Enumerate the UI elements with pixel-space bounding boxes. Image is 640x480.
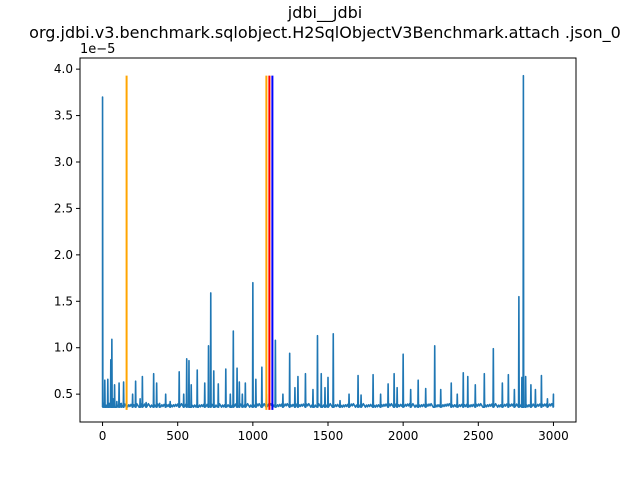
y-axis: 0.5 1.0 1.5 2.0 2.5 3.0 3.5 4.0 bbox=[54, 62, 80, 401]
y-tick-label: 1.0 bbox=[54, 341, 73, 355]
y-tick-label: 3.5 bbox=[54, 109, 73, 123]
chart-title: jdbi__jdbi bbox=[287, 3, 362, 23]
x-tick-label: 1500 bbox=[313, 429, 344, 443]
marker-layer bbox=[125, 75, 274, 410]
y-scale-label: 1e−5 bbox=[80, 42, 115, 57]
x-tick-label: 2500 bbox=[463, 429, 494, 443]
y-tick-label: 1.5 bbox=[54, 294, 73, 308]
y-tick-label: 0.5 bbox=[54, 387, 73, 401]
plot-area-frame bbox=[79, 57, 577, 423]
series-line-0 bbox=[101, 74, 555, 408]
y-tick-label: 2.5 bbox=[54, 201, 73, 215]
chart-subtitle: org.jdbi.v3.benchmark.sqlobject.H2SqlObj… bbox=[29, 23, 621, 43]
x-tick-label: 1000 bbox=[238, 429, 269, 443]
x-tick-label: 2000 bbox=[388, 429, 419, 443]
y-tick-label: 2.0 bbox=[54, 248, 73, 262]
y-tick-label: 3.0 bbox=[54, 155, 73, 169]
x-axis: 0 500 1000 1500 2000 2500 3000 bbox=[99, 422, 569, 443]
x-tick-label: 3000 bbox=[538, 429, 569, 443]
x-tick-label: 500 bbox=[166, 429, 189, 443]
x-tick-label: 0 bbox=[99, 429, 107, 443]
series-layer bbox=[101, 74, 555, 408]
y-tick-label: 4.0 bbox=[54, 62, 73, 76]
